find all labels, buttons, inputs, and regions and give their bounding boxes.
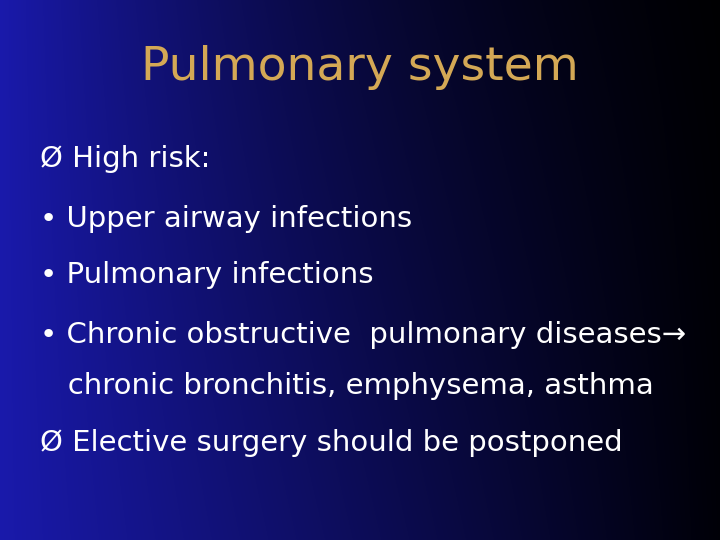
Text: • Chronic obstructive  pulmonary diseases→: • Chronic obstructive pulmonary diseases… [40,321,685,349]
Text: • Upper airway infections: • Upper airway infections [40,205,412,233]
Text: Ø Elective surgery should be postponed: Ø Elective surgery should be postponed [40,429,622,457]
Text: chronic bronchitis, emphysema, asthma: chronic bronchitis, emphysema, asthma [40,372,653,400]
Text: Pulmonary system: Pulmonary system [141,45,579,90]
Text: Ø High risk:: Ø High risk: [40,145,210,173]
Text: • Pulmonary infections: • Pulmonary infections [40,261,373,289]
